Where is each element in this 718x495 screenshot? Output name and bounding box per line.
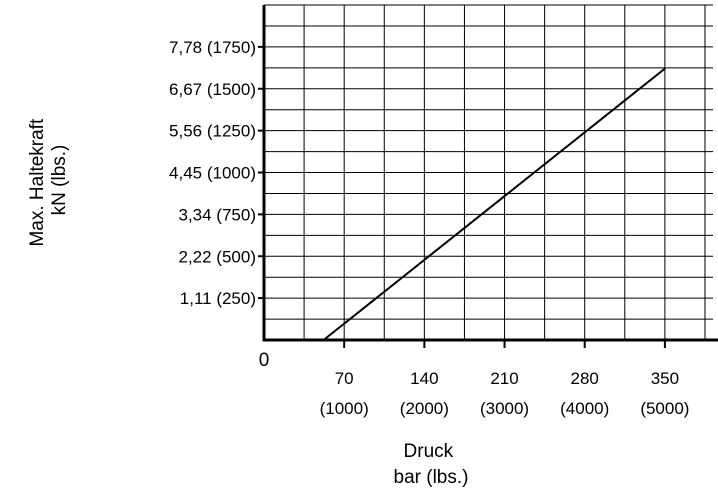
x-tick-label-4: 350 <box>651 369 679 388</box>
x-tick-label-3: 280 <box>571 369 599 388</box>
y-tick-labels: 1,11 (250) 2,22 (500) 3,34 (750) 4,45 (1000… <box>169 38 256 308</box>
x-axis-title-line1: Druck <box>404 441 454 462</box>
grid <box>264 4 713 340</box>
x-tick-label-2: 210 <box>490 369 518 388</box>
x-tick-sublabel-2: (3000) <box>480 399 529 418</box>
axes <box>262 5 718 342</box>
x-axis-title-line2: bar (lbs.) <box>394 467 469 488</box>
origin-label: 0 <box>259 350 270 371</box>
tick-marks <box>258 45 666 348</box>
y-tick-label-4: 5,56 (1250) <box>169 122 256 141</box>
x-tick-sublabel-4: (5000) <box>640 399 689 418</box>
y-tick-label-2: 3,34 (750) <box>179 205 257 224</box>
x-tick-sublabel-3: (4000) <box>560 399 609 418</box>
x-tick-labels: 70 (1000) 140 (2000) 210 (3000) 280 (4000) 350 (5… <box>320 369 690 418</box>
y-tick-label-1: 2,22 (500) <box>179 247 257 266</box>
y-axis-title: Max. Haltekraft kN (lbs.) <box>27 113 70 246</box>
y-tick-label-5: 6,67 (1500) <box>169 80 256 99</box>
y-axis-title-line1: Max. Haltekraft <box>27 118 48 246</box>
x-tick-label-0: 70 <box>335 369 354 388</box>
series-line-0 <box>322 67 666 341</box>
y-axis-title-line2: kN (lbs.) <box>49 145 70 216</box>
data-lines <box>322 67 666 341</box>
x-tick-sublabel-0: (1000) <box>320 399 369 418</box>
y-tick-label-6: 7,78 (1750) <box>169 38 256 57</box>
y-tick-label-3: 4,45 (1000) <box>169 164 256 183</box>
x-tick-label-1: 140 <box>410 369 438 388</box>
x-axis-title: Druck bar (lbs.) <box>394 441 469 488</box>
y-tick-label-0: 1,11 (250) <box>180 289 256 308</box>
x-tick-sublabel-1: (2000) <box>400 399 449 418</box>
